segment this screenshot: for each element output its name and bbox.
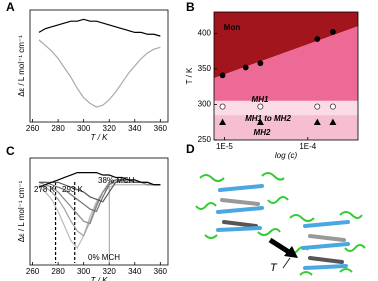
region-label: MH1 to MH2 <box>245 114 291 123</box>
y-axis-label: Δε / L mol⁻¹ cm⁻¹ <box>17 180 26 242</box>
phase-region <box>214 100 358 116</box>
point <box>257 103 264 110</box>
point <box>242 64 249 71</box>
y-tick-label: 300 <box>198 100 212 109</box>
data-line <box>38 184 161 250</box>
phase-region <box>214 26 358 101</box>
x-tick-label: 260 <box>26 124 40 133</box>
x-tick-label: 1E-5 <box>216 142 233 151</box>
x-tick-label: 320 <box>103 267 117 276</box>
y-tick-label: 250 <box>198 135 212 144</box>
point <box>219 72 226 79</box>
data-line <box>38 18 161 37</box>
region-label: MH1 <box>252 95 269 104</box>
point <box>329 29 336 35</box>
phase-region <box>214 12 358 79</box>
data-line <box>38 171 161 188</box>
x-tick-label: 360 <box>154 267 168 276</box>
point <box>219 118 227 126</box>
data-line <box>38 39 161 108</box>
region-label: Mon <box>224 23 241 32</box>
x-tick-label: 340 <box>128 267 142 276</box>
helix-diagram <box>195 172 366 276</box>
point <box>313 118 321 126</box>
phase-region <box>214 115 358 140</box>
plot-frame <box>29 9 169 123</box>
point <box>329 118 337 126</box>
point <box>256 118 264 126</box>
x-tick-label: 300 <box>77 124 91 133</box>
plot-frame <box>213 11 359 141</box>
x-axis-label: T / K <box>91 276 109 281</box>
region-label: MH2 <box>254 128 271 137</box>
x-tick-label: 340 <box>128 124 142 133</box>
point <box>219 103 226 110</box>
point <box>329 103 336 110</box>
annotation: 293 K <box>62 185 84 194</box>
point <box>314 36 321 42</box>
point <box>257 60 264 67</box>
x-tick-label: 260 <box>26 267 40 276</box>
x-tick-label: 360 <box>154 124 168 133</box>
annotation: 278 K <box>34 185 56 194</box>
arrow-label: T <box>270 262 278 274</box>
y-axis-label: Δε / L mol⁻¹ cm⁻¹ <box>17 35 26 97</box>
y-tick-label: 400 <box>198 28 212 37</box>
x-tick-label: 320 <box>103 124 117 133</box>
y-tick-label: 350 <box>198 64 212 73</box>
x-tick-label: 1E-4 <box>299 142 316 151</box>
plot-frame <box>29 157 169 266</box>
panel-label: C <box>6 144 15 158</box>
point <box>314 103 321 110</box>
y-axis-label: T / K <box>185 67 194 84</box>
x-axis-label: T / K <box>91 133 109 142</box>
x-tick-label: 280 <box>51 124 65 133</box>
x-axis-label: log (c) <box>275 151 298 160</box>
panel-label: D <box>186 142 195 156</box>
panel-label: A <box>6 0 15 14</box>
panel-label: B <box>186 0 195 14</box>
x-tick-label: 280 <box>51 267 65 276</box>
annotation: 38% MCH <box>98 176 135 185</box>
x-tick-label: 300 <box>77 267 91 276</box>
annotation: 0% MCH <box>88 253 120 262</box>
